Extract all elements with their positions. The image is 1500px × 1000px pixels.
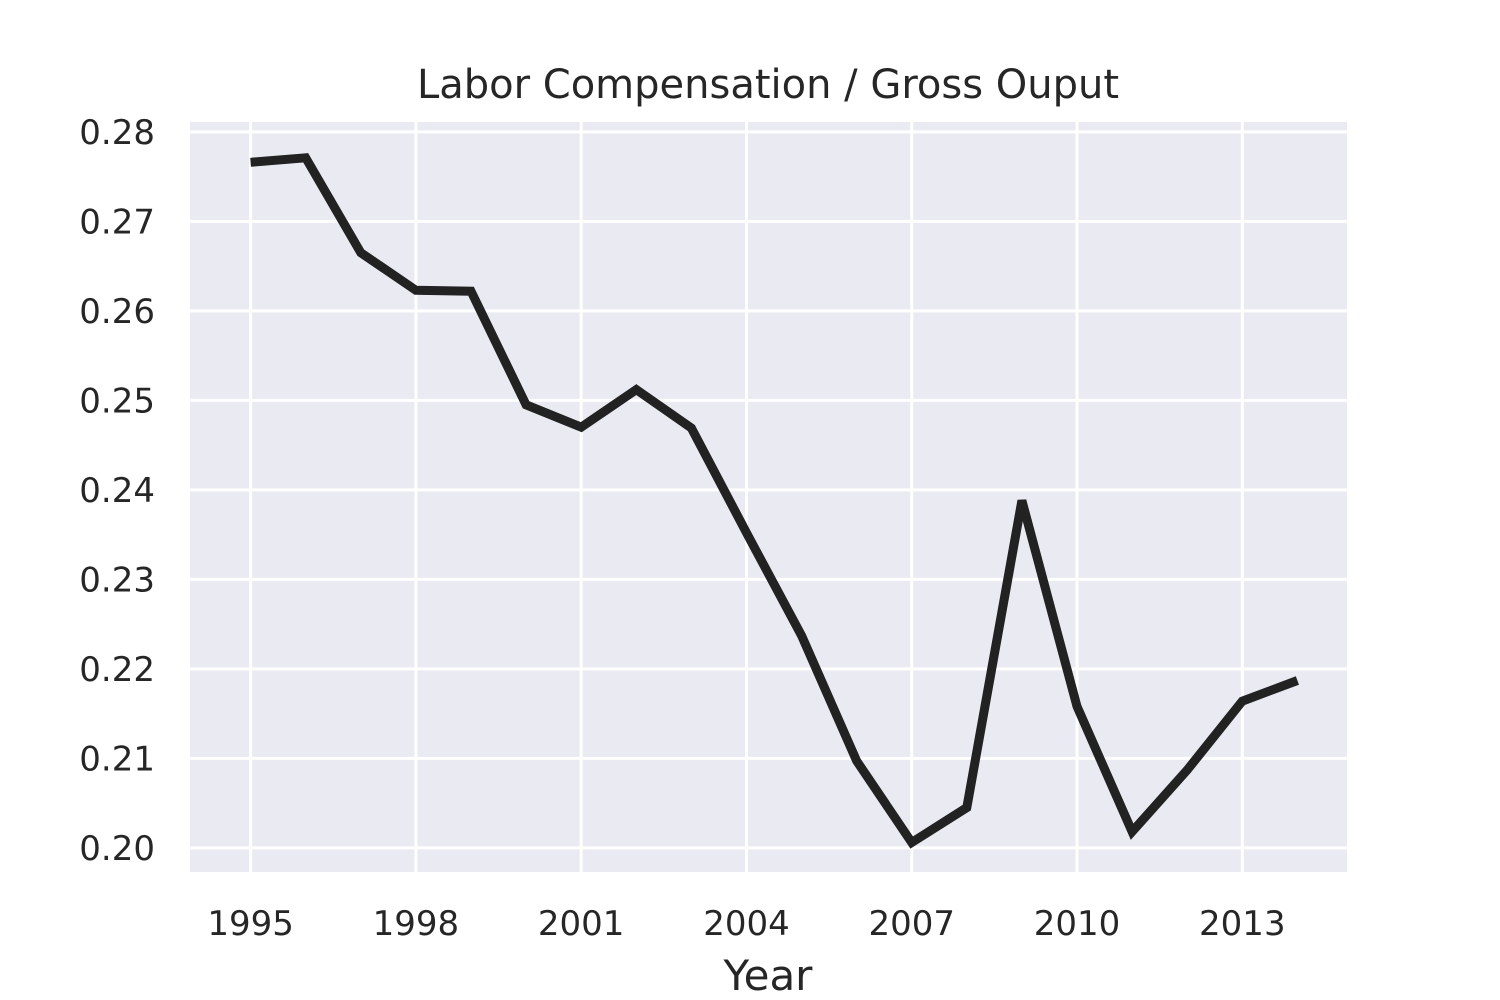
y-tick-label: 0.20 bbox=[79, 829, 155, 869]
y-tick-label: 0.22 bbox=[79, 650, 155, 690]
y-tick-label: 0.25 bbox=[79, 381, 155, 421]
y-tick-label: 0.21 bbox=[79, 739, 155, 779]
x-tick-label: 2007 bbox=[868, 904, 955, 944]
y-tick-label: 0.28 bbox=[79, 113, 155, 153]
chart-title: Labor Compensation / Gross Ouput bbox=[417, 62, 1119, 108]
y-tick-label: 0.23 bbox=[79, 560, 155, 600]
y-tick-label: 0.27 bbox=[79, 202, 155, 242]
y-tick-label: 0.26 bbox=[79, 292, 155, 332]
y-axis-ticks: 0.20 0.21 0.22 0.23 0.24 0.25 0.26 0.27 0.28 bbox=[79, 113, 155, 869]
x-tick-label: 2001 bbox=[538, 904, 625, 944]
x-tick-label: 2004 bbox=[703, 904, 790, 944]
x-tick-label: 1995 bbox=[207, 904, 294, 944]
series-line bbox=[250, 153, 1299, 849]
x-tick-label: 2010 bbox=[1034, 904, 1121, 944]
y-tick-label: 0.24 bbox=[79, 471, 155, 511]
x-tick-label: 1998 bbox=[373, 904, 460, 944]
x-tick-label: 2013 bbox=[1199, 904, 1286, 944]
series-layer bbox=[250, 153, 1299, 849]
plot-area bbox=[190, 122, 1347, 872]
x-axis-label: Year bbox=[723, 951, 814, 1000]
x-axis-ticks: 1995 1998 2001 2004 2007 2010 2013 bbox=[207, 904, 1285, 944]
